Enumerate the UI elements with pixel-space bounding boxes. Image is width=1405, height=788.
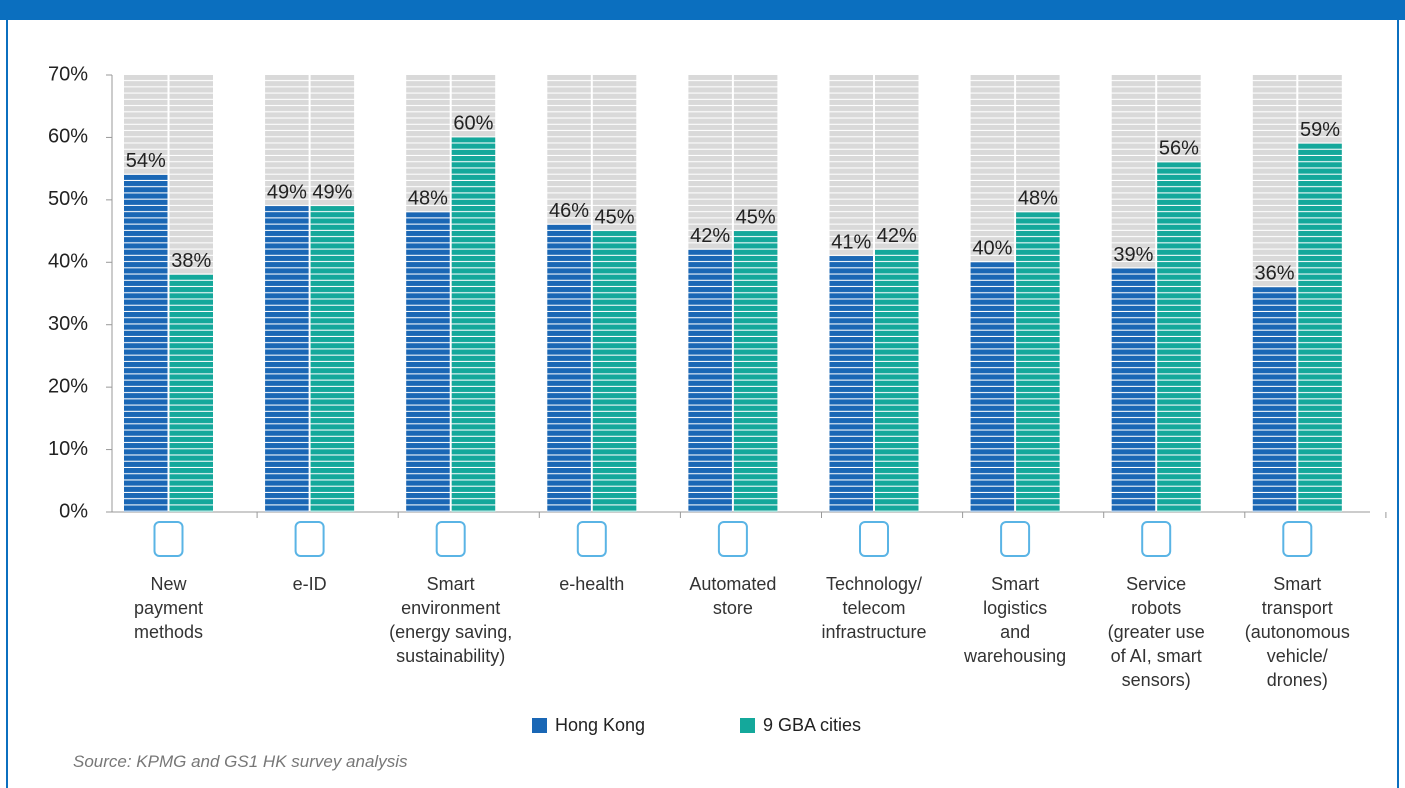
x-tick-label: Smart environment (energy saving, sustai… (389, 574, 513, 666)
y-tick-label: 70% (48, 63, 88, 85)
x-tick-label: Technology/ telecom infrastructure (821, 574, 927, 642)
category-icon (1141, 521, 1172, 557)
bar (1111, 268, 1156, 512)
y-tick-label: 50% (48, 188, 88, 210)
x-tick-label: e-ID (292, 574, 327, 594)
data-label: 36% (1255, 263, 1295, 285)
data-label: 49% (312, 181, 352, 203)
bar (451, 137, 496, 512)
bar (169, 274, 213, 512)
data-label: 42% (877, 225, 917, 247)
x-tick-label: e-health (559, 574, 625, 594)
bar (1298, 143, 1342, 512)
data-label: 49% (267, 181, 307, 203)
x-tick-label: Service robots (greater use of AI, smart… (1107, 574, 1205, 690)
bar (1157, 162, 1201, 512)
data-label: 46% (549, 200, 589, 222)
legend-label: 9 GBA cities (763, 715, 861, 735)
data-label: 45% (595, 206, 635, 228)
bar (688, 249, 732, 513)
data-label: 41% (831, 231, 871, 253)
source-note: Source: KPMG and GS1 HK survey analysis (73, 752, 408, 771)
category-icon (1282, 521, 1313, 557)
top-band (0, 0, 1405, 20)
x-tick-label: Automated store (689, 574, 777, 618)
bar (733, 231, 778, 513)
bar (124, 174, 168, 512)
data-label: 60% (453, 113, 493, 135)
data-label: 40% (972, 238, 1012, 260)
data-label: 42% (690, 225, 730, 247)
category-icon (859, 521, 889, 557)
bar (310, 206, 355, 512)
bar (829, 256, 873, 512)
y-tick-label: 10% (48, 438, 88, 460)
bar (970, 262, 1015, 512)
x-tick-label: New payment methods (133, 574, 204, 642)
y-tick-label: 60% (48, 126, 88, 148)
legend-swatch (740, 718, 755, 733)
bar (1016, 212, 1060, 513)
x-tick-label: Smart transport (autonomous vehicle/ dro… (1244, 574, 1350, 690)
data-label: 38% (171, 250, 211, 272)
legend-label: Hong Kong (555, 715, 645, 735)
y-tick-label: 40% (48, 251, 88, 273)
data-label: 48% (1018, 188, 1058, 210)
bar (547, 224, 591, 513)
bar (265, 206, 309, 512)
bar (1252, 287, 1297, 512)
y-tick-label: 30% (48, 313, 88, 335)
data-label: 45% (736, 206, 776, 228)
y-tick-label: 20% (48, 375, 88, 397)
category-icon (294, 521, 325, 557)
category-icon (153, 521, 184, 557)
category-icon (576, 521, 607, 557)
data-label: 59% (1300, 119, 1340, 141)
bar (592, 231, 637, 513)
x-tick-label: Smart logistics and warehousing (964, 574, 1067, 666)
category-icon (435, 521, 466, 557)
data-label: 39% (1113, 244, 1153, 266)
data-label: 54% (126, 150, 166, 172)
data-label: 48% (408, 188, 448, 210)
bar (406, 212, 450, 513)
bar (875, 249, 919, 513)
data-label: 56% (1159, 138, 1199, 160)
category-icon (717, 521, 748, 557)
y-tick-label: 0% (59, 500, 88, 522)
category-icon (1000, 521, 1031, 557)
legend-swatch (532, 718, 547, 733)
